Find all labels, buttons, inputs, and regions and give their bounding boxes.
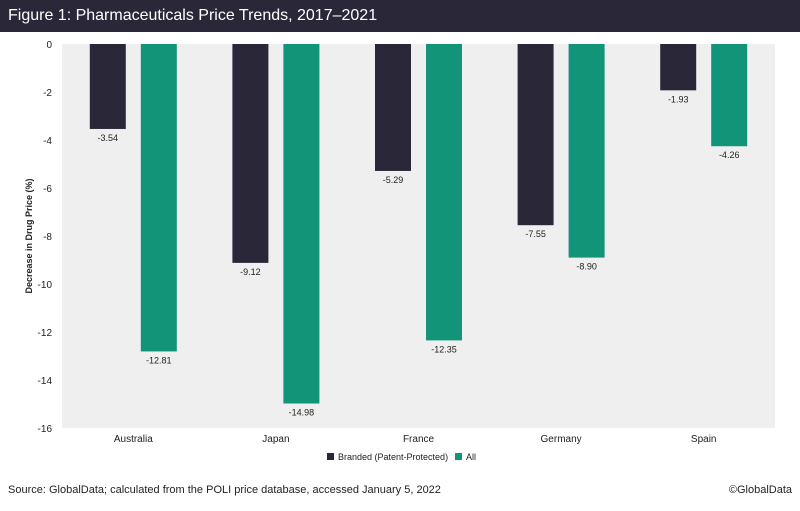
- x-tick-label: Germany: [541, 434, 582, 445]
- legend-label-all: All: [466, 452, 476, 462]
- legend-label-branded: Branded (Patent-Protected): [338, 452, 448, 462]
- bar-all: [426, 44, 462, 341]
- data-label: -8.90: [576, 262, 597, 272]
- y-tick-label: -10: [38, 280, 53, 291]
- source-note: Source: GlobalData; calculated from the …: [8, 484, 441, 496]
- y-axis: 0 -2 -4 -6 -8 -10 -12 -14 -16: [38, 40, 53, 435]
- bars-group: -3.54 -12.81 -9.12 -14.98 -5.29 -12.35 -7.55 -8…: [89, 44, 748, 418]
- y-tick-label: -2: [43, 88, 52, 99]
- x-axis: Australia Japan France Germany Spain: [114, 434, 717, 445]
- copyright-note: ©GlobalData: [728, 484, 792, 496]
- y-tick-label: -12: [38, 328, 53, 339]
- data-label: -1.93: [668, 94, 689, 104]
- legend: Branded (Patent-Protected) All: [327, 452, 476, 462]
- bar-branded: [89, 44, 126, 129]
- bar-all: [568, 44, 605, 258]
- figure-title: Figure 1: Pharmaceuticals Price Trends, …: [0, 0, 800, 32]
- data-label: -3.54: [98, 133, 119, 143]
- bar-chart: 0 -2 -4 -6 -8 -10 -12 -14 -16 -3.54 -12.81 -9.12 -1…: [24, 40, 775, 462]
- bar-all: [140, 44, 177, 352]
- y-tick-label: -4: [43, 136, 52, 147]
- data-label: -12.81: [146, 355, 172, 365]
- data-label: -7.55: [525, 229, 546, 239]
- legend-swatch-branded: [327, 453, 334, 460]
- y-tick-label: 0: [46, 40, 52, 51]
- bar-branded: [375, 44, 411, 171]
- bar-all: [283, 44, 320, 404]
- y-axis-label: Decrease in Drug Price (%): [24, 178, 34, 293]
- data-label: -12.35: [431, 344, 457, 354]
- data-label: -14.98: [289, 408, 315, 418]
- data-label: -5.29: [383, 175, 404, 185]
- bar-branded: [660, 44, 697, 91]
- x-tick-label: Japan: [262, 434, 289, 445]
- bar-branded: [517, 44, 554, 226]
- data-label: -9.12: [240, 267, 261, 277]
- y-tick-label: -16: [38, 424, 53, 435]
- data-label: -4.26: [719, 150, 740, 160]
- x-tick-label: France: [403, 434, 435, 445]
- legend-swatch-all: [455, 453, 462, 460]
- bar-all: [711, 44, 748, 147]
- chart-area: 0 -2 -4 -6 -8 -10 -12 -14 -16 -3.54 -12.81 -9.12 -1…: [0, 32, 800, 472]
- plot-background: [62, 44, 775, 428]
- bar-branded: [232, 44, 269, 263]
- x-tick-label: Spain: [691, 434, 717, 445]
- y-tick-label: -8: [43, 232, 52, 243]
- y-tick-label: -14: [38, 376, 53, 387]
- y-tick-label: -6: [43, 184, 52, 195]
- x-tick-label: Australia: [114, 434, 153, 445]
